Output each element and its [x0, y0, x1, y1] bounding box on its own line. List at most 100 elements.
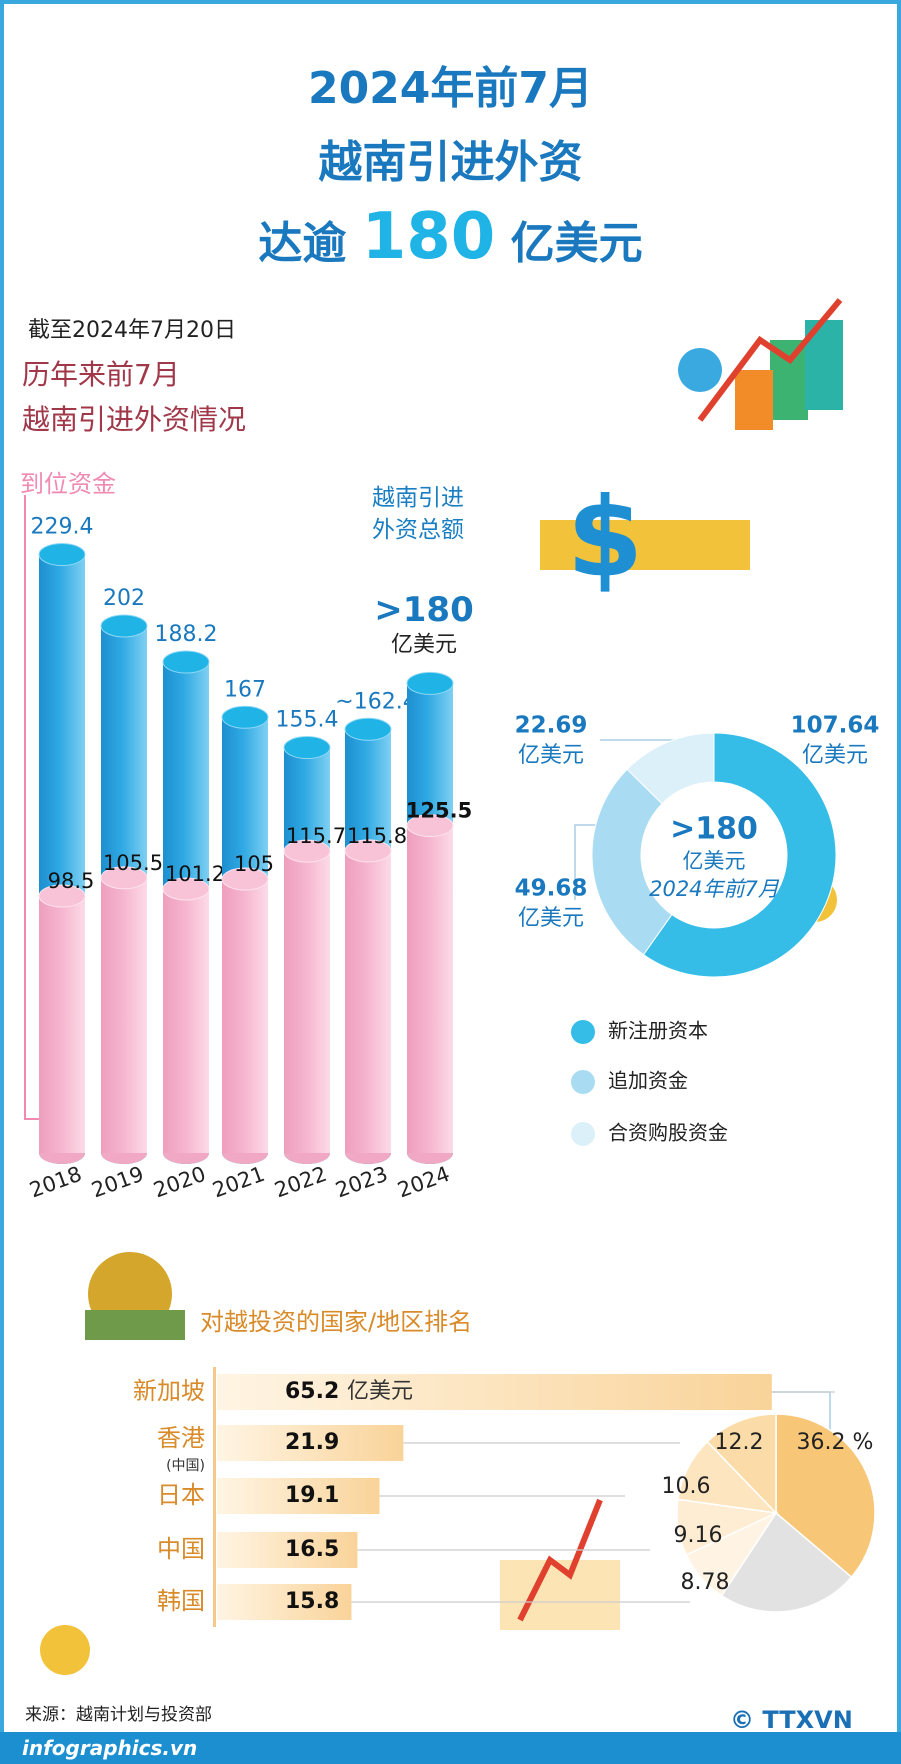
cylinder-cap [221, 867, 269, 891]
value-label: 155.4 [276, 708, 339, 733]
cylinder-cap [344, 839, 392, 863]
chart-title-line: 历年来前7月 [22, 358, 180, 391]
cylinder-cap [283, 736, 331, 760]
value-label: 167 [224, 677, 266, 702]
category-note: (中国) [166, 1458, 205, 1474]
chart-title-line: 越南引进外资情况 [22, 403, 247, 436]
legend-swatch [571, 1070, 595, 1094]
cylinder [284, 851, 330, 1153]
cylinder-cap [162, 877, 210, 901]
pie-slice [775, 1413, 876, 1579]
cylinder-cap [162, 650, 210, 674]
footer: infographics.vn [22, 1736, 198, 1760]
bar-value: 65.2 [285, 1379, 339, 1404]
cylinder [407, 825, 453, 1153]
legend-swatch [571, 1020, 595, 1044]
cylinder-cap [406, 671, 454, 695]
value-label: 8.78 [681, 1570, 730, 1595]
bar [217, 1478, 380, 1514]
unit-label: 亿美元 [518, 906, 584, 931]
title-line: 2024年前7月 [307, 63, 594, 114]
legend-swatch [571, 1122, 595, 1146]
bar-value: 21.9 [285, 1430, 339, 1455]
x-tick-label: 2019 [88, 1162, 146, 1203]
value-label: 188.2 [155, 622, 218, 647]
value-label: 107.64 [791, 713, 880, 739]
chart-title: 历年来前7月 越南引进外资情况 [22, 352, 246, 442]
value-label: 10.6 [662, 1474, 711, 1499]
unit-label: 亿美元 [391, 632, 457, 657]
cylinder-cap [344, 717, 392, 741]
bar [217, 1532, 358, 1568]
legend-label: 合资购股资金 [608, 1121, 728, 1145]
cylinder-cap [100, 866, 148, 890]
bar [217, 1425, 404, 1461]
cylinder-cap [221, 705, 269, 729]
value-label: 125.5 [406, 799, 472, 823]
value-label: 202 [103, 586, 145, 611]
title-line: 达逾 180 亿美元 [0, 200, 901, 281]
source: 来源：越南计划与投资部 [25, 1705, 212, 1725]
donut-slice [626, 732, 715, 805]
cylinder [345, 850, 391, 1153]
cylinder-cap [100, 614, 148, 638]
legend-label: 追加资金 [608, 1069, 688, 1093]
x-tick-label: 2018 [26, 1162, 84, 1203]
value-label: 36.2 % [797, 1430, 874, 1455]
date: 截至2024年7月20日 [28, 318, 236, 343]
value-label: 22.69 [515, 713, 588, 739]
x-tick-label: 2023 [332, 1162, 390, 1203]
category-label: 香港 [157, 1424, 205, 1452]
donut-slice [642, 732, 837, 978]
cylinder-cap [283, 839, 331, 863]
x-tick-label: 2020 [150, 1162, 208, 1203]
value-label: 229.4 [31, 514, 94, 539]
cylinder [101, 877, 147, 1153]
footer-bar [0, 1732, 901, 1764]
category-label: 新加坡 [133, 1377, 205, 1405]
value-label: 49.68 [515, 876, 588, 902]
bar [217, 1374, 772, 1410]
value-label: 101.2 [165, 862, 225, 886]
cylinder-cap [38, 542, 86, 566]
bar-value: 16.5 [285, 1537, 339, 1562]
series-label: 越南引进外资总额 [372, 485, 464, 543]
value-label: 115.8 [347, 824, 407, 848]
title: 2024年前7月 越南引进外资 达逾 180 亿美元 [0, 52, 901, 281]
value-label: 12.2 [715, 1430, 764, 1455]
bar-value: 19.1 [285, 1483, 339, 1508]
value-label: >180 [374, 590, 473, 630]
bar-value: 15.8 [285, 1589, 339, 1614]
axis [213, 1367, 216, 1627]
title-line: 越南引进外资 [318, 137, 583, 188]
credit: © TTXVN [730, 1706, 853, 1734]
title-highlight: 180 [361, 200, 496, 274]
bar [217, 1584, 352, 1620]
x-tick-label: 2021 [209, 1162, 267, 1203]
unit-label: 亿美元 [802, 743, 868, 768]
center-label: 2024年前7月 [649, 877, 780, 901]
unit-label: 亿美元 [518, 743, 584, 768]
cylinder [222, 879, 268, 1153]
value-label: 105 [234, 852, 274, 876]
cylinder [163, 888, 209, 1153]
value-label: 98.5 [48, 869, 95, 893]
value-label: ~162.4 [335, 689, 416, 714]
x-tick-label: 2024 [394, 1162, 452, 1203]
series-label: 到位资金 [20, 470, 116, 498]
pie-slice [720, 1511, 853, 1613]
center-label: >180 [670, 812, 758, 847]
cylinder-cap [38, 884, 86, 908]
cylinder [39, 896, 85, 1153]
svg-text:$: $ [567, 473, 644, 601]
pie-slice [706, 1413, 777, 1515]
center-label: 亿美元 [683, 849, 746, 873]
title-prefix: 达逾 [258, 218, 347, 269]
unit-label: 亿美元 [347, 1379, 413, 1404]
cylinder-cap [406, 814, 454, 838]
x-tick-label: 2022 [271, 1162, 329, 1203]
value-label: 115.7 [286, 824, 346, 848]
donut-slice [591, 768, 673, 956]
